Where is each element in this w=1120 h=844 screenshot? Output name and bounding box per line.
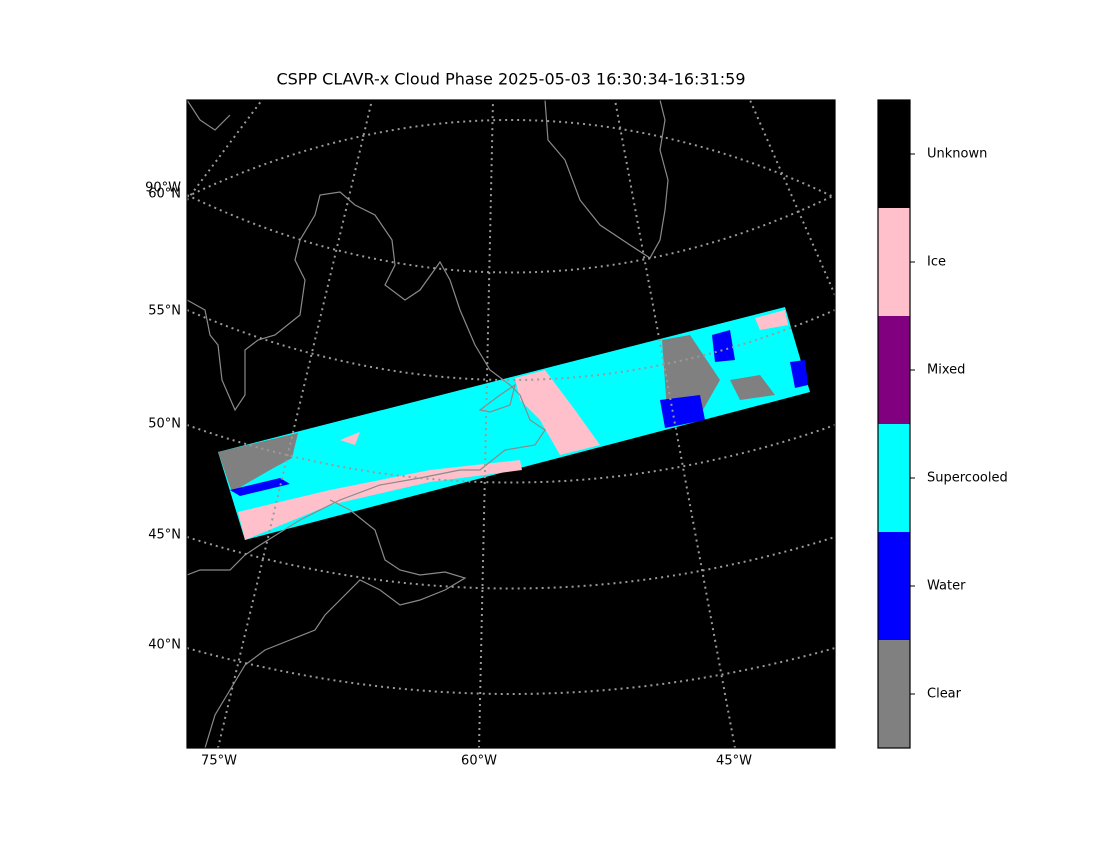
colorbar-label: Ice: [927, 255, 946, 270]
lon-label: 60°W: [461, 754, 497, 769]
colorbar-segment: [878, 640, 910, 749]
swath-supercooled: [218, 307, 810, 540]
colorbar-segment: [878, 208, 910, 317]
coastline: [478, 383, 516, 413]
swath-water-patch: [230, 478, 290, 496]
swath-ice-band: [238, 460, 522, 540]
map-title: CSPP CLAVR-x Cloud Phase 2025-05-03 16:3…: [276, 70, 745, 89]
colorbar-label: Unknown: [927, 147, 987, 162]
lon-label: 75°W: [201, 754, 237, 769]
graticule-line: [478, 100, 494, 748]
colorbar-segment: [878, 424, 910, 533]
map-frame: [186, 99, 836, 749]
graticule-line: [187, 536, 835, 590]
colorbar-label: Mixed: [927, 363, 965, 378]
lat-label: 55°N: [148, 304, 181, 319]
graticule-line: [614, 100, 736, 748]
swath-ice-patch: [515, 370, 600, 455]
swath-ice-patch: [755, 310, 788, 330]
swath-water-patch: [790, 360, 808, 388]
coastline: [187, 394, 546, 576]
lat-label: 40°N: [148, 638, 181, 653]
swath-clear-patch: [730, 375, 775, 400]
map-layers: [187, 100, 835, 748]
lon-label: 45°W: [716, 754, 752, 769]
colorbar-frame: [877, 99, 911, 749]
map-labels: 90°W60°N 55°N 50°N 45°N 40°N 75°W 60°W 45°W: [145, 181, 752, 769]
lat-label: 60°N: [148, 187, 181, 202]
swath-clear-patch: [218, 433, 298, 492]
graticule-line: [187, 119, 835, 199]
lat-label: 90°W: [145, 181, 181, 196]
coastline: [187, 191, 521, 412]
lat-label: 50°N: [148, 417, 181, 432]
colorbar: Unknown Ice Mixed Supercooled Water Clear: [877, 99, 1008, 749]
swath-water-patch: [660, 395, 705, 428]
cloud-phase-swath: [218, 307, 810, 540]
lat-label: 45°N: [148, 528, 181, 543]
colorbar-segment: [878, 100, 910, 209]
colorbar-label: Supercooled: [927, 471, 1008, 486]
colorbar-segment: [878, 316, 910, 425]
coastline: [187, 100, 231, 131]
swath-water-patch: [712, 330, 735, 362]
coastline: [204, 499, 467, 748]
colorbar-segment: [878, 532, 910, 641]
colorbar-label: Clear: [927, 687, 962, 702]
graticule-line: [187, 424, 835, 484]
swath-ice-patch: [340, 432, 360, 445]
colorbar-label: Water: [927, 579, 966, 594]
graticule: [187, 100, 835, 748]
